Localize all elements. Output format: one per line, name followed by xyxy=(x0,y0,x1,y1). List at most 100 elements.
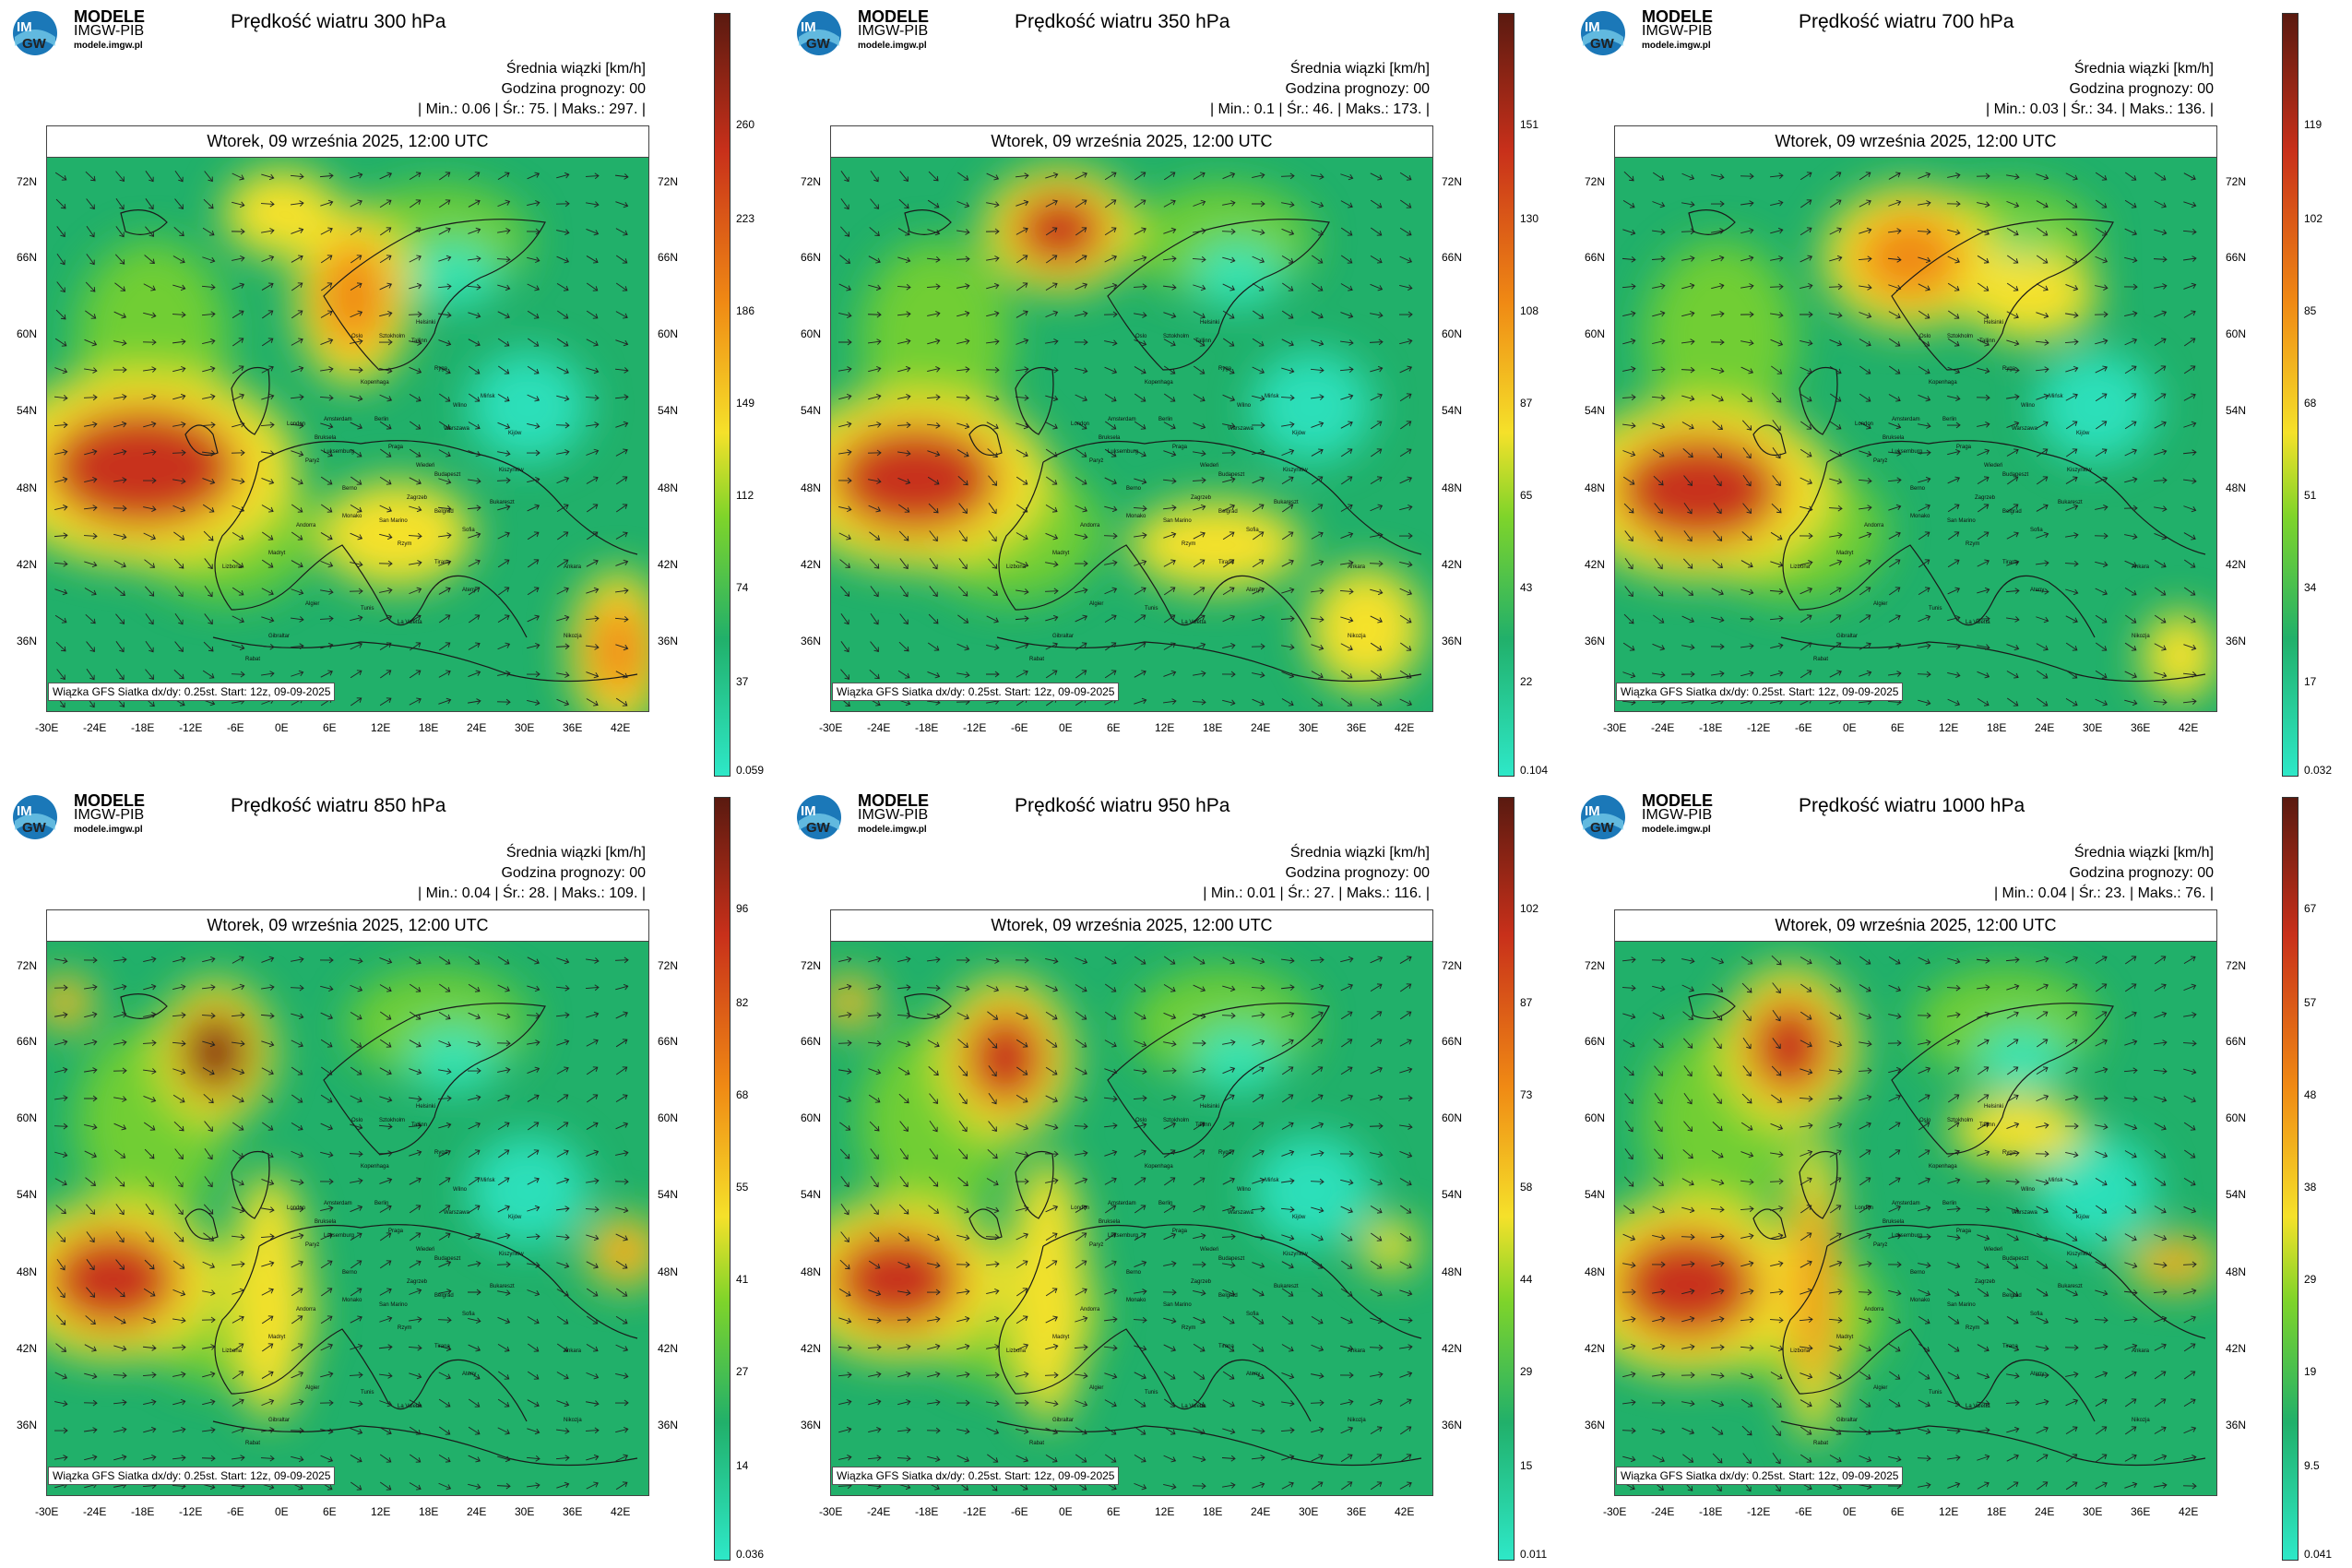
city-label: Kijów xyxy=(1292,431,1306,436)
city-label: Ateny xyxy=(1246,1372,1260,1377)
city-label: Berlin xyxy=(374,417,388,422)
color-scale-label: 37 xyxy=(736,675,749,688)
city-label: Amsterdam xyxy=(1892,417,1920,422)
lat-label-left: 42N xyxy=(801,1342,822,1355)
color-scale-label: 102 xyxy=(1520,902,1539,915)
color-scale-label: 96 xyxy=(736,902,749,915)
city-label: Gibraltar xyxy=(1052,1418,1074,1423)
svg-text:IM: IM xyxy=(17,19,32,35)
city-label: Zagrzeb xyxy=(1191,495,1212,501)
logo-text: MODELE IMGW-PIB modele.imgw.pl xyxy=(74,792,145,837)
wind-field-svg: Helsinki Sztokholm Tallinn Oslo Ryga Wilno Kop… xyxy=(6,942,663,1495)
color-scale-label: 0.059 xyxy=(736,764,765,777)
city-label: Zagrzeb xyxy=(1975,495,1996,501)
city-label: Kiszyniów xyxy=(499,468,524,473)
city-label: Praga xyxy=(1956,445,1972,450)
lat-label-right: 72N xyxy=(2226,175,2247,188)
lat-label-left: 66N xyxy=(1585,251,1606,264)
lat-label-right: 60N xyxy=(1442,1111,1463,1124)
city-label: Berno xyxy=(1910,1270,1926,1276)
color-scale-label: 44 xyxy=(1520,1273,1533,1286)
color-scale-label: 151 xyxy=(1520,118,1539,131)
city-label: Amsterdam xyxy=(1108,1201,1136,1206)
lat-label-left: 72N xyxy=(801,959,822,972)
city-label: Oslo xyxy=(1135,334,1147,339)
city-label: Monako xyxy=(342,514,362,519)
lat-label-left: 72N xyxy=(1585,959,1606,972)
city-label: Tirana xyxy=(2002,560,2018,565)
city-label: Zagrzeb xyxy=(1975,1279,1996,1285)
city-label: Andorra xyxy=(1864,1307,1884,1313)
city-label: Rzym xyxy=(398,1325,411,1331)
imgw-logo-icon: IM GW xyxy=(795,9,852,57)
city-label: Helsinki xyxy=(416,320,435,326)
lon-label: -24E xyxy=(1651,1505,1675,1518)
valid-date: Wtorek, 09 września 2025, 12:00 UTC xyxy=(1615,126,2216,158)
city-label: Lizbona xyxy=(1006,564,1027,570)
city-label: Belgrad xyxy=(434,509,454,515)
city-label: Bukareszt xyxy=(2058,1284,2083,1289)
lon-label: 30E xyxy=(2083,721,2103,734)
color-scale-label: 0.036 xyxy=(736,1548,765,1561)
lon-label: -6E xyxy=(1011,721,1028,734)
color-scale-label: 48 xyxy=(2304,1088,2317,1101)
city-label: Sztokholm xyxy=(1947,1118,1973,1123)
city-label: Madryt xyxy=(268,1335,286,1340)
lon-label: -24E xyxy=(83,1505,107,1518)
city-label: Belgrad xyxy=(2002,509,2022,515)
city-label: Budapeszt xyxy=(2002,472,2029,478)
lat-label-right: 72N xyxy=(1442,175,1463,188)
city-label: Oslo xyxy=(351,1118,363,1123)
lon-label: -30E xyxy=(1603,721,1627,734)
color-scale-label: 57 xyxy=(2304,996,2317,1009)
city-label: Wiedeń xyxy=(416,463,434,469)
city-label: Monako xyxy=(1126,514,1146,519)
city-label: Rabat xyxy=(1029,657,1044,662)
model-footer: Wiązka GFS Siatka dx/dy: 0.25st. Start: … xyxy=(1616,683,1904,701)
model-footer: Wiązka GFS Siatka dx/dy: 0.25st. Start: … xyxy=(48,1467,336,1485)
lat-label-left: 72N xyxy=(17,959,38,972)
wind-speed-field: Helsinki Sztokholm Tallinn Oslo Ryga Wilno Kop… xyxy=(1572,942,2223,1495)
color-scale-label: 0.032 xyxy=(2304,764,2333,777)
city-label: Zagrzeb xyxy=(407,1279,428,1285)
lat-label-right: 48N xyxy=(658,1265,679,1278)
city-label: Budapeszt xyxy=(1218,1256,1245,1262)
map-panel-1: IM GW MODELE IMGW-PIB modele.imgw.pl Prę… xyxy=(0,0,784,784)
lat-label-right: 42N xyxy=(2226,558,2247,571)
lon-label: 42E xyxy=(611,1505,631,1518)
city-label: Ankara xyxy=(1348,564,1366,570)
city-label: Sztokholm xyxy=(1947,334,1973,339)
city-label: Kijów xyxy=(2076,1215,2090,1220)
lat-label-right: 60N xyxy=(658,1111,679,1124)
lon-label: 6E xyxy=(1107,721,1121,734)
lat-label-right: 48N xyxy=(658,481,679,494)
city-label: Berlin xyxy=(1158,1201,1172,1206)
svg-text:GW: GW xyxy=(1590,36,1615,52)
lon-label: 36E xyxy=(2131,1505,2151,1518)
svg-text:IM: IM xyxy=(801,803,816,819)
city-label: Paryż xyxy=(1089,1242,1103,1248)
city-label: Kopenhaga xyxy=(361,1164,389,1170)
lon-label: -12E xyxy=(1747,721,1771,734)
wind-arrows xyxy=(1621,955,2197,1492)
city-label: Ankara xyxy=(1348,1348,1366,1354)
city-label: San Marino xyxy=(379,518,408,524)
lon-label: 36E xyxy=(1347,1505,1367,1518)
lon-label: 0E xyxy=(1059,721,1073,734)
city-label: Wilno xyxy=(453,403,468,409)
city-label: Kiszyniów xyxy=(499,1252,524,1257)
city-label: Rzym xyxy=(1966,541,1979,547)
city-label: Tunis xyxy=(1929,1390,1942,1396)
city-label: Tallinn xyxy=(1195,339,1211,344)
lon-label: 36E xyxy=(2131,721,2151,734)
map-panel-6: IM GW MODELE IMGW-PIB modele.imgw.pl Prę… xyxy=(1568,784,2352,1568)
color-scale-label: 74 xyxy=(736,581,749,594)
city-label: Andorra xyxy=(1864,523,1884,529)
city-label: Budapeszt xyxy=(1218,472,1245,478)
city-label: Belgrad xyxy=(2002,1293,2022,1299)
lat-label-left: 42N xyxy=(17,1342,38,1355)
coastline xyxy=(1688,993,2206,1467)
city-label: Mińsk xyxy=(481,394,496,399)
city-label: Sofia xyxy=(2030,528,2043,533)
lon-label: 18E xyxy=(1203,1505,1223,1518)
